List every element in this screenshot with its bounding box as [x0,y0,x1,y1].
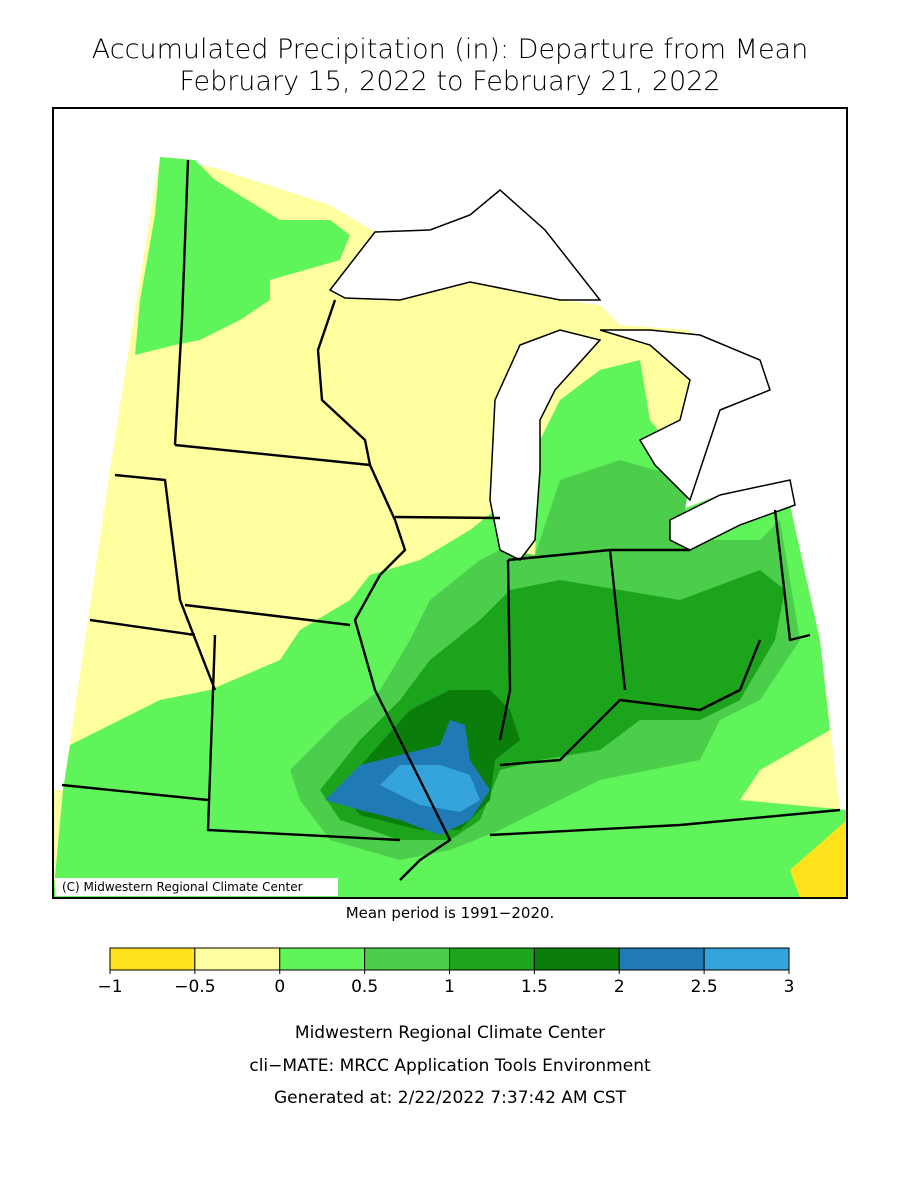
mean-period-note: Mean period is 1991−2020. [346,904,555,922]
colorbar-bin [279,947,366,971]
colorbar-tick-label: −0.5 [174,977,215,997]
colorbar-tick-label: 2.5 [691,977,718,997]
copyright: (C) Midwestern Regional Climate Center [62,880,303,894]
colorbar: −1 −0.5 0 0.5 1 1.5 2 2.5 3 [97,947,795,997]
colorbar-bin [703,947,790,971]
colorbar-bin [449,947,535,971]
footer-line: cli−MATE: MRCC Application Tools Environ… [249,1056,651,1076]
colorbar-tick-label: −1 [97,977,122,997]
colorbar-tick-label: 0.5 [351,977,378,997]
footer-line: Midwestern Regional Climate Center [295,1023,605,1043]
colorbar-tick-label: 2 [614,977,625,997]
colorbar-tick-label: 1.5 [521,977,548,997]
title: Accumulated Precipitation (in): Departur… [92,34,808,65]
subtitle: February 15, 2022 to February 21, 2022 [179,66,720,97]
colorbar-bin [364,947,450,971]
footer-line: Generated at: 2/22/2022 7:37:42 AM CST [274,1088,627,1108]
colorbar-tick-label: 3 [784,977,795,997]
colorbar-tick-label: 0 [274,977,285,997]
colorbar-bin [533,947,620,971]
colorbar-bin [194,947,281,971]
map: (C) Midwestern Regional Climate Center [52,107,848,899]
colorbar-bin [618,947,705,971]
colorbar-tick-label: 1 [444,977,455,997]
colorbar-bin [109,947,196,971]
